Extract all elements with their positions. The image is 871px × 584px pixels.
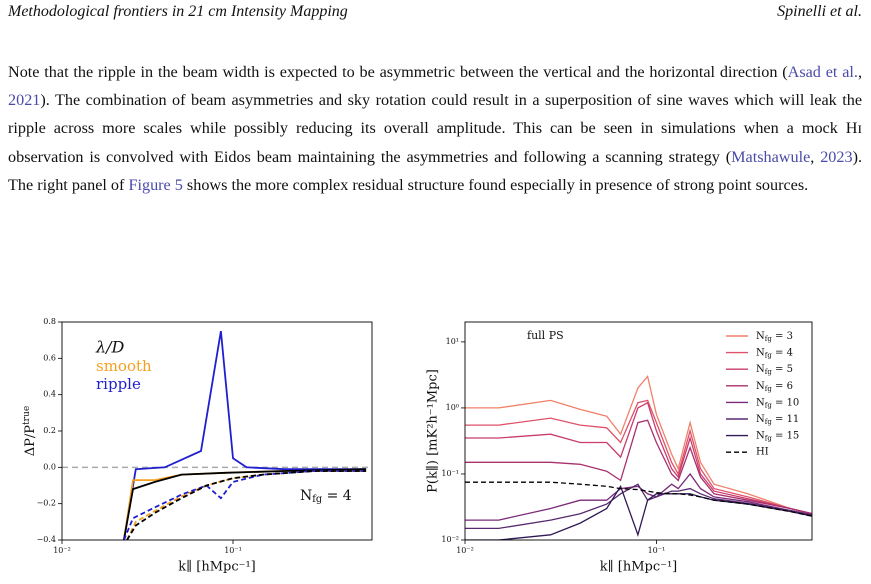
plot-area bbox=[465, 374, 812, 540]
paragraph: Note that the ripple in the beam width i… bbox=[8, 58, 862, 199]
legend-entry: Nfg = 4 bbox=[756, 347, 793, 360]
axes-frame bbox=[464, 321, 813, 541]
x-axis-label: k∥ [hMpc⁻¹] bbox=[178, 560, 256, 575]
y-tick-label: 0.4 bbox=[43, 390, 56, 399]
series-line bbox=[126, 470, 367, 540]
series-line bbox=[465, 399, 812, 515]
figure: 10⁻² 10⁻¹ −0.4 −0.2 0.0 0.2 0.4 0.6 0.8 k∥ [hMpc⁻… bbox=[22, 317, 813, 575]
y-tick-label: 0.8 bbox=[43, 317, 56, 326]
series-line bbox=[465, 472, 812, 521]
legend-entry: Nfg = 10 bbox=[756, 397, 799, 410]
legend-title: λ/D bbox=[95, 338, 125, 357]
legend-entry: Nfg = 5 bbox=[756, 364, 793, 377]
y-tick-label: 10¹ bbox=[446, 337, 459, 346]
plot-area bbox=[123, 330, 367, 540]
annotation: Nfg = 4 bbox=[300, 488, 352, 505]
y-tick-label: 10⁻¹ bbox=[441, 469, 459, 478]
legend-entry: Nfg = 11 bbox=[756, 414, 799, 427]
citation-link[interactable]: Matshawule bbox=[731, 147, 811, 166]
series-line bbox=[126, 470, 367, 540]
running-authors: Spinelli et al. bbox=[777, 3, 862, 20]
y-tick-label: 0.2 bbox=[43, 426, 56, 435]
y-tick-label: −0.2 bbox=[37, 499, 56, 508]
x-tick-label: 10⁻² bbox=[53, 546, 71, 555]
legend-entry: ripple bbox=[96, 375, 141, 393]
x-tick-label: 10⁻¹ bbox=[224, 546, 242, 555]
paragraph-text: ). The right panel of bbox=[8, 147, 862, 194]
x-tick-label: 10⁻¹ bbox=[648, 546, 666, 555]
y-axis-label: P(k∥) [mK²h⁻¹Mpc] bbox=[426, 369, 441, 493]
series-line bbox=[123, 468, 367, 540]
series-line bbox=[465, 374, 812, 515]
x-axis-label: k∥ [hMpc⁻¹] bbox=[600, 560, 678, 575]
citation-link[interactable]: Figure 5 bbox=[128, 175, 183, 194]
y-tick-label: −0.4 bbox=[37, 535, 56, 544]
paragraph-text: , bbox=[857, 63, 862, 81]
series-line bbox=[465, 401, 812, 515]
y-tick-label: 0.6 bbox=[43, 353, 56, 362]
paragraph-text: , bbox=[810, 147, 821, 166]
paragraph-text: Note that the ripple in the beam width i… bbox=[8, 63, 788, 81]
series-line bbox=[465, 419, 812, 515]
series-line bbox=[465, 484, 812, 540]
citation-link[interactable]: 2023 bbox=[820, 147, 853, 166]
legend-entry: HI bbox=[756, 447, 769, 458]
y-tick-label: 10⁻² bbox=[441, 535, 459, 544]
axes-frame bbox=[61, 321, 373, 541]
y-tick-label: 0.0 bbox=[43, 462, 56, 471]
legend-entry: Nfg = 3 bbox=[756, 331, 793, 344]
y-axis-label: ΔP/Ptrue bbox=[22, 406, 38, 457]
y-tick-label: 10⁰ bbox=[446, 403, 459, 412]
paragraph-text: ). The combination of beam asymmetries a… bbox=[8, 91, 862, 166]
citation-link[interactable]: Asad et al. bbox=[787, 63, 858, 81]
citation-link[interactable]: 2021 bbox=[8, 91, 41, 110]
legend-entry: Nfg = 15 bbox=[756, 430, 799, 443]
paragraph-text: shows the more complex residual structur… bbox=[182, 175, 809, 194]
legend-entry: Nfg = 6 bbox=[756, 380, 793, 393]
running-title: Methodological frontiers in 21 cm Intens… bbox=[8, 3, 348, 20]
legend-entry: smooth bbox=[96, 357, 152, 375]
series-line bbox=[123, 470, 367, 540]
series-line bbox=[123, 330, 367, 540]
annotation: full PS bbox=[527, 329, 564, 342]
series-line bbox=[465, 483, 812, 530]
series-line bbox=[465, 481, 812, 517]
x-tick-label: 10⁻² bbox=[456, 546, 474, 555]
